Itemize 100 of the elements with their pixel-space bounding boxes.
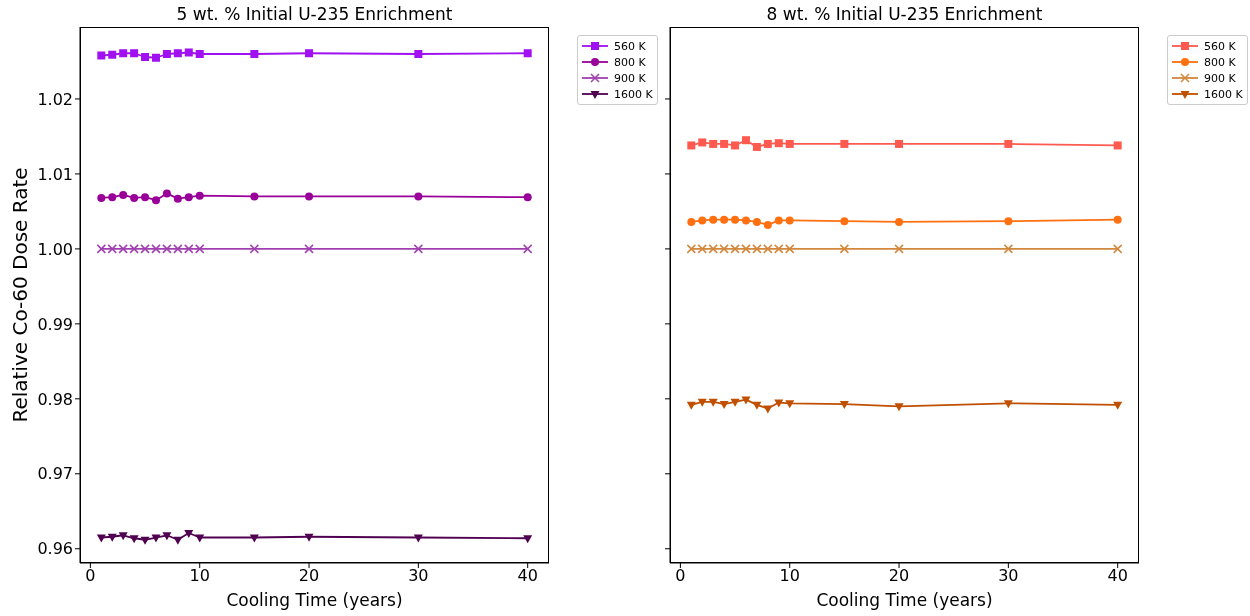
x-tick-label: 30	[408, 566, 429, 586]
point	[130, 193, 139, 202]
point	[895, 139, 904, 148]
legend-label: 800 K	[1204, 55, 1236, 69]
point	[129, 535, 139, 544]
y-tick-label: 1.02	[37, 89, 73, 109]
point	[1003, 244, 1014, 254]
point	[840, 139, 849, 148]
x-axis-title: Cooling Time (years)	[815, 590, 994, 610]
legend-label: 800 K	[614, 55, 646, 69]
point	[1113, 401, 1123, 410]
legend-label: 560 K	[614, 39, 646, 53]
point	[686, 401, 696, 410]
point	[130, 49, 139, 58]
point	[752, 401, 762, 410]
point	[731, 141, 740, 150]
x-tick-label: 0	[675, 566, 686, 586]
point	[523, 193, 532, 202]
x-tick-label: 30	[998, 566, 1019, 586]
point	[140, 536, 150, 545]
point	[730, 398, 740, 407]
point	[687, 141, 696, 150]
point	[162, 189, 171, 198]
x-tick-label: 20	[298, 566, 320, 586]
point	[1003, 400, 1013, 409]
point	[708, 398, 718, 407]
point	[785, 139, 794, 148]
point	[522, 244, 533, 254]
point	[720, 215, 729, 224]
point	[305, 49, 314, 58]
point	[523, 49, 532, 58]
legend-label: 900 K	[614, 71, 646, 85]
point	[1113, 141, 1122, 150]
y-tick-label: 0.97	[37, 464, 73, 484]
point	[250, 192, 259, 201]
point	[840, 217, 849, 226]
x-tick-label: 20	[888, 566, 910, 586]
point	[151, 196, 160, 205]
point	[119, 190, 128, 199]
point	[698, 216, 707, 225]
point	[414, 49, 423, 58]
point	[741, 216, 750, 225]
legend-label: 900 K	[1204, 71, 1236, 85]
point	[305, 192, 314, 201]
point	[195, 49, 204, 58]
point	[118, 532, 128, 541]
point	[184, 48, 193, 57]
point	[119, 49, 128, 58]
y-axis-title: Relative Co-60 Dose Rate	[8, 167, 32, 423]
point	[108, 50, 117, 59]
point	[173, 49, 182, 58]
point	[741, 136, 750, 145]
chart-title: 8 wt. % Initial U-235 Enrichment	[765, 4, 1044, 24]
x-tick-label: 10	[779, 566, 800, 586]
point	[304, 244, 314, 254]
point	[1113, 215, 1122, 224]
point	[1004, 139, 1013, 148]
point	[774, 139, 783, 148]
point	[895, 217, 904, 226]
point	[687, 217, 696, 226]
point	[1112, 244, 1123, 254]
point	[195, 191, 204, 200]
y-tick-label: 1.01	[37, 164, 73, 184]
x-tick-label: 40	[1107, 566, 1128, 586]
point	[249, 244, 260, 254]
point	[184, 530, 194, 539]
point	[162, 49, 171, 58]
x-axis-title: Cooling Time (years)	[225, 590, 404, 610]
point	[141, 193, 150, 202]
point	[894, 244, 904, 254]
point	[523, 535, 533, 544]
point	[108, 193, 117, 202]
point	[173, 194, 182, 203]
point	[414, 192, 423, 201]
point	[709, 215, 718, 224]
y-tick-label: 0.96	[37, 539, 73, 559]
point	[97, 193, 106, 202]
point	[839, 401, 849, 410]
point	[1004, 217, 1013, 226]
x-tick-label: 10	[189, 566, 210, 586]
legend-label: 560 K	[1204, 39, 1236, 53]
point	[785, 400, 795, 409]
point	[97, 51, 106, 60]
y-tick-label: 0.99	[37, 314, 73, 334]
point	[107, 533, 117, 542]
legend-label: 1600 K	[1204, 87, 1243, 101]
point	[763, 220, 772, 229]
point	[709, 139, 718, 148]
point	[151, 53, 160, 62]
point	[839, 244, 850, 254]
point	[894, 403, 904, 412]
y-tick-label: 1.00	[37, 239, 73, 259]
point	[698, 138, 707, 147]
point	[752, 217, 761, 226]
point	[697, 398, 707, 407]
chart-title: 5 wt. % Initial U-235 Enrichment	[175, 4, 454, 24]
x-tick-label: 40	[517, 566, 538, 586]
point	[731, 215, 740, 224]
point	[763, 139, 772, 148]
x-tick-label: 0	[85, 566, 96, 586]
